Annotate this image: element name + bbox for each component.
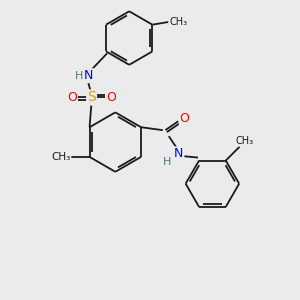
Text: H: H [74, 71, 83, 81]
Text: H: H [163, 157, 171, 167]
Text: O: O [106, 91, 116, 104]
Text: N: N [174, 148, 183, 160]
Text: O: O [67, 91, 77, 104]
Text: S: S [87, 91, 96, 104]
Text: CH₃: CH₃ [169, 17, 187, 27]
Text: O: O [180, 112, 190, 125]
Text: CH₃: CH₃ [236, 136, 254, 146]
Text: CH₃: CH₃ [51, 152, 70, 162]
Text: N: N [84, 69, 93, 82]
